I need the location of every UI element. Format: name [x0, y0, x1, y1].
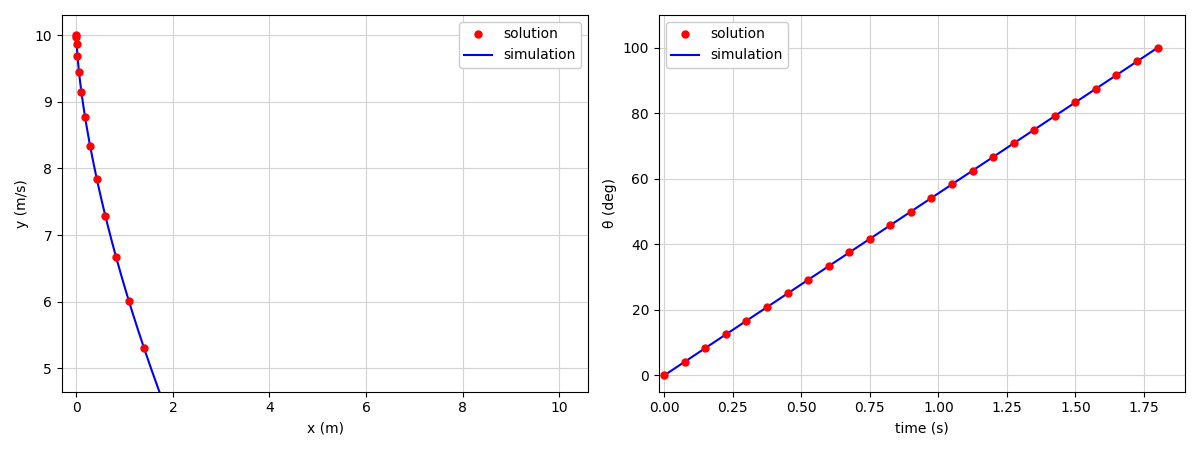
- solution: [986, 154, 1001, 160]
- solution: [72, 69, 86, 75]
- solution: [698, 345, 713, 351]
- X-axis label: time (s): time (s): [895, 421, 949, 435]
- solution: [863, 236, 877, 242]
- solution: [658, 373, 672, 378]
- solution: [1068, 99, 1082, 105]
- solution: [739, 318, 754, 324]
- simulation: [70, 32, 84, 38]
- solution: [1088, 86, 1103, 91]
- solution: [155, 396, 169, 401]
- solution: [175, 449, 190, 450]
- solution: [137, 346, 151, 351]
- solution: [780, 291, 794, 296]
- solution: [822, 263, 836, 269]
- solution: [965, 168, 979, 173]
- solution: [78, 114, 92, 120]
- solution: [1130, 58, 1145, 64]
- solution: [924, 195, 938, 201]
- simulation: [659, 372, 673, 377]
- solution: [719, 332, 733, 337]
- solution: [74, 90, 89, 95]
- solution: [1151, 45, 1165, 50]
- solution: [1007, 140, 1021, 146]
- simulation: [70, 32, 84, 38]
- solution: [71, 53, 85, 58]
- solution: [760, 304, 774, 310]
- solution: [70, 32, 84, 38]
- simulation: [658, 373, 672, 378]
- solution: [1048, 113, 1062, 119]
- solution: [83, 144, 97, 149]
- X-axis label: x (m): x (m): [306, 421, 343, 435]
- solution: [842, 250, 857, 255]
- simulation: [1151, 45, 1165, 50]
- simulation: [950, 178, 965, 183]
- solution: [944, 181, 959, 187]
- solution: [883, 222, 898, 228]
- Y-axis label: θ (deg): θ (deg): [604, 178, 617, 228]
- solution: [121, 298, 136, 304]
- Line: simulation: simulation: [77, 35, 559, 450]
- simulation: [959, 172, 973, 178]
- Line: solution: solution: [73, 32, 563, 450]
- simulation: [949, 179, 964, 184]
- solution: [800, 277, 815, 283]
- solution: [1109, 72, 1123, 78]
- solution: [109, 254, 124, 260]
- solution: [904, 209, 918, 214]
- solution: [70, 41, 84, 47]
- simulation: [1073, 97, 1087, 102]
- simulation: [1104, 76, 1118, 81]
- Legend: solution, simulation: solution, simulation: [458, 22, 581, 68]
- solution: [1027, 127, 1042, 132]
- solution: [70, 35, 84, 40]
- solution: [90, 176, 104, 182]
- Legend: solution, simulation: solution, simulation: [666, 22, 788, 68]
- Y-axis label: y (m/s): y (m/s): [14, 179, 29, 228]
- Line: simulation: simulation: [665, 48, 1158, 375]
- solution: [678, 359, 692, 364]
- Line: solution: solution: [661, 44, 1162, 379]
- solution: [98, 213, 113, 219]
